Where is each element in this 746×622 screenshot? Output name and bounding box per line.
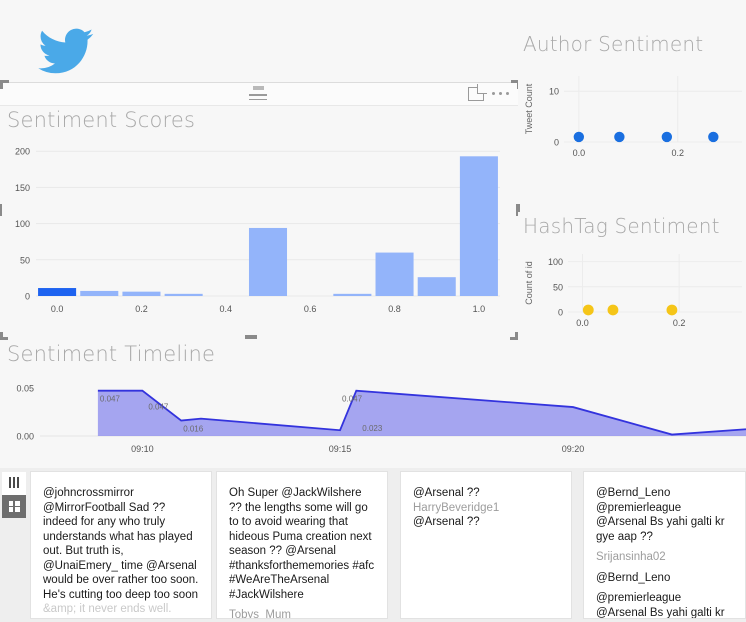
svg-text:0: 0 — [554, 138, 559, 148]
bar[interactable] — [122, 291, 161, 296]
svg-text:100: 100 — [548, 257, 563, 267]
bar[interactable] — [80, 290, 119, 296]
svg-text:0.4: 0.4 — [220, 304, 233, 314]
author-sentiment-panel: Author Sentiment 0 10 0.0 0.2 Tweet Count — [518, 30, 746, 178]
sentiment-timeline-panel: Sentiment Timeline 0.00 0.05 0.047 0.047 0.0… — [0, 340, 746, 468]
grid-view-icon[interactable] — [2, 495, 26, 518]
scores-handle-bottom-left[interactable] — [0, 332, 8, 340]
tweet-text: Oh Super @JackWilshere ?? the lengths so… — [229, 487, 375, 601]
filter-icon[interactable] — [248, 86, 268, 102]
data-label: 0.047 — [100, 395, 121, 404]
sentiment-timeline-chart[interactable]: 0.00 0.05 0.047 0.047 0.016 0.047 0.023 09:10 09… — [0, 374, 746, 468]
svg-text:0: 0 — [558, 308, 563, 318]
data-label: 0.047 — [148, 403, 169, 412]
tweet-text: @Bernd_Leno @premierleague @Arsenal Bs y… — [596, 487, 725, 543]
hashtag-sentiment-chart[interactable]: 0 50 100 0.0 0.2 Count of id — [518, 244, 746, 342]
bar[interactable] — [333, 293, 372, 296]
tweet-card[interactable]: @johncrossmirror @MirrorFootball Sad ?? … — [30, 471, 212, 619]
y-axis-label: Count of id — [524, 261, 534, 305]
scores-handle-left-middle[interactable] — [0, 204, 2, 216]
tweet-username: HarryBeveridge1 — [413, 501, 500, 514]
author-sentiment-title: Author Sentiment — [523, 32, 704, 56]
tweet-text-repeat: @Bernd_Leno — [596, 571, 671, 584]
svg-text:0.6: 0.6 — [304, 304, 317, 314]
scatter-point[interactable] — [582, 304, 594, 316]
area-line[interactable] — [97, 389, 746, 436]
tweet-cards-region: @johncrossmirror @MirrorFootball Sad ?? … — [0, 468, 746, 622]
svg-text:0.0: 0.0 — [51, 304, 64, 314]
tweet-card[interactable]: @Arsenal ?? HarryBeveridge1 @Arsenal ?? — [400, 471, 572, 619]
tweet-card[interactable]: @Bernd_Leno @premierleague @Arsenal Bs y… — [583, 471, 746, 619]
bar[interactable] — [164, 293, 203, 296]
bar[interactable] — [459, 156, 498, 296]
bar[interactable] — [417, 277, 456, 296]
svg-text:0.2: 0.2 — [673, 318, 686, 328]
author-sentiment-chart[interactable]: 0 10 0.0 0.2 Tweet Count — [518, 64, 746, 178]
scores-handle-right-middle[interactable] — [516, 204, 520, 216]
tweet-text-repeat-2: @premierleague @Arsenal Bs yahi galti kr… — [596, 592, 725, 619]
hashtag-sentiment-panel: HashTag Sentiment 0 50 100 0.0 0.2 Count of i… — [518, 212, 746, 342]
svg-text:0: 0 — [25, 292, 30, 302]
x-tick-label: 09:15 — [329, 444, 352, 454]
twitter-bird-logo — [26, 22, 104, 80]
svg-text:0.2: 0.2 — [671, 148, 684, 158]
svg-text:50: 50 — [553, 282, 563, 292]
bar[interactable] — [38, 288, 77, 296]
data-label: 0.047 — [342, 395, 363, 404]
data-label: 0.023 — [362, 424, 383, 433]
sentiment-scores-chart[interactable]: 0 50 100 150 200 0.0 0.2 0.4 0.6 0.8 1.0 — [0, 136, 518, 332]
sentiment-scores-panel: Sentiment Scores 0 50 100 150 200 0.0 0.2 0.4 0.… — [0, 106, 520, 340]
tweet-text-repeat: @Arsenal ?? — [413, 516, 480, 528]
svg-text:1.0: 1.0 — [473, 304, 486, 314]
scores-handle-bottom-center[interactable] — [245, 335, 257, 339]
bar[interactable] — [248, 227, 288, 296]
svg-text:50: 50 — [20, 255, 30, 265]
tweet-text-overflow: &amp; it never ends well. Would like to … — [43, 603, 172, 618]
scatter-point[interactable] — [708, 131, 719, 143]
tweet-card[interactable]: Oh Super @JackWilshere ?? the lengths so… — [216, 471, 388, 619]
scatter-point[interactable] — [666, 304, 678, 316]
sentiment-timeline-title: Sentiment Timeline — [7, 342, 216, 366]
report-toolbar — [0, 80, 520, 106]
tweet-text: @johncrossmirror @MirrorFootball Sad ?? … — [43, 487, 199, 601]
more-options-ellipsis-icon[interactable] — [490, 90, 512, 98]
sentiment-scores-title: Sentiment Scores — [7, 108, 196, 132]
scatter-point[interactable] — [607, 304, 619, 316]
scatter-point[interactable] — [573, 131, 585, 143]
hashtag-sentiment-title: HashTag Sentiment — [523, 214, 720, 238]
scatter-point[interactable] — [661, 131, 673, 143]
tweet-username: Tobys_Mum — [229, 609, 291, 619]
scores-handle-bottom-right[interactable] — [510, 332, 518, 340]
scatter-point[interactable] — [614, 131, 625, 143]
svg-text:0.2: 0.2 — [135, 304, 148, 314]
area-fill — [97, 390, 746, 436]
svg-text:10: 10 — [549, 87, 559, 97]
svg-text:0.8: 0.8 — [388, 304, 401, 314]
svg-text:0.0: 0.0 — [573, 148, 586, 158]
y-axis-label: Tweet Count — [524, 83, 534, 134]
x-tick-label: 09:10 — [131, 444, 154, 454]
tweet-text: @Arsenal ?? — [413, 487, 480, 499]
list-view-icon[interactable] — [2, 472, 26, 495]
svg-text:0.00: 0.00 — [16, 432, 34, 442]
svg-text:150: 150 — [15, 183, 30, 193]
data-label: 0.016 — [183, 425, 204, 434]
view-toggle-group — [2, 472, 26, 518]
selection-handle-left[interactable] — [0, 80, 9, 89]
tweet-username: Srijansinha02 — [596, 551, 666, 563]
svg-text:100: 100 — [15, 219, 30, 229]
bar[interactable] — [375, 252, 414, 296]
svg-text:0.05: 0.05 — [16, 383, 34, 393]
svg-text:200: 200 — [15, 147, 30, 157]
svg-text:0.0: 0.0 — [576, 318, 589, 328]
x-tick-label: 09:20 — [562, 444, 585, 454]
focus-mode-icon[interactable] — [468, 87, 484, 101]
